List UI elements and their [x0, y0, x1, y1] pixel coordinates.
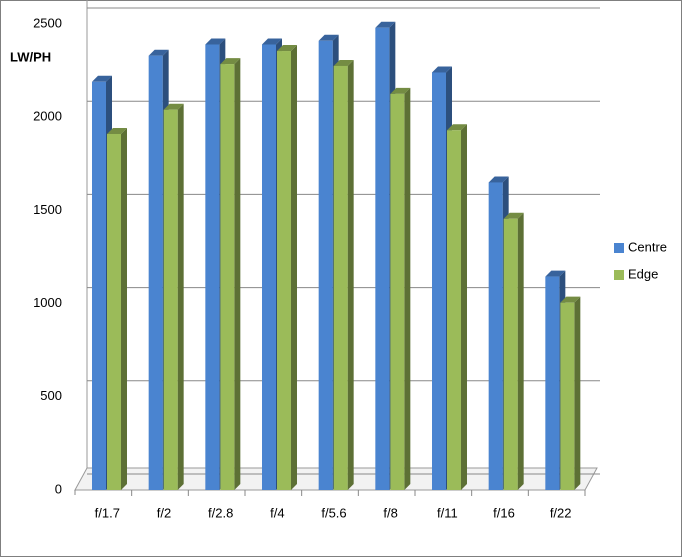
x-tick-label: f/5.6 [321, 505, 346, 520]
y-axis-label: LW/PH [10, 49, 51, 64]
bar [163, 109, 178, 490]
bar [318, 40, 333, 490]
bar [390, 93, 405, 491]
x-tick-label: f/16 [493, 505, 515, 520]
y-tick-label: 500 [40, 388, 62, 403]
bar-top [560, 296, 581, 303]
bar-side [347, 59, 354, 490]
bar-top [333, 59, 354, 66]
x-tick-label: f/4 [270, 505, 284, 520]
bar [92, 81, 106, 490]
bar [107, 133, 121, 490]
x-tick-label: f/8 [383, 505, 397, 520]
bar [148, 55, 163, 491]
bar [333, 65, 348, 490]
bar-top [390, 87, 411, 94]
bar-top [545, 270, 566, 277]
y-tick-label: 2000 [33, 109, 62, 124]
bar [277, 51, 291, 490]
bar-top [262, 38, 282, 45]
bar-top [92, 75, 112, 82]
bar-top [318, 34, 339, 41]
bar-side [234, 58, 241, 491]
bar-side [461, 124, 467, 491]
bar-side [404, 87, 411, 491]
bar-top [447, 124, 467, 131]
bar [220, 64, 235, 491]
y-tick-label: 1000 [33, 295, 62, 310]
y-tick-label: 1500 [33, 202, 62, 217]
bar-top [375, 21, 396, 28]
x-tick-label: f/2.8 [208, 505, 233, 520]
bar-side [574, 296, 581, 490]
bar-side [291, 45, 297, 490]
bar-top [503, 212, 524, 219]
bar-top [205, 38, 226, 45]
bar-side [121, 127, 127, 490]
bar-top [148, 49, 169, 56]
x-tick-label: f/11 [437, 505, 458, 520]
bar [560, 302, 575, 490]
y-tick-label: 0 [55, 481, 62, 496]
bar [375, 27, 390, 491]
bar [503, 218, 518, 490]
bar-side [177, 103, 184, 490]
legend-label: Edge [628, 266, 658, 281]
y-tick-label: 2500 [33, 15, 62, 30]
bar-top [488, 176, 509, 183]
bar-top [220, 58, 241, 65]
bar [447, 130, 461, 491]
bar-top [163, 103, 184, 110]
x-tick-label: f/22 [550, 505, 572, 520]
bar-side [517, 212, 524, 490]
bar [262, 44, 276, 491]
bar [488, 182, 503, 490]
x-tick-label: f/2 [157, 505, 171, 520]
legend-swatch [614, 270, 624, 280]
bar-top [277, 45, 297, 52]
bar-top [432, 66, 452, 73]
bar-top [107, 127, 127, 134]
bar [545, 276, 560, 490]
legend-label: Centre [628, 239, 667, 254]
x-tick-label: f/1.7 [95, 505, 120, 520]
legend-swatch [614, 243, 624, 253]
bar [205, 44, 220, 491]
bar [432, 72, 446, 491]
